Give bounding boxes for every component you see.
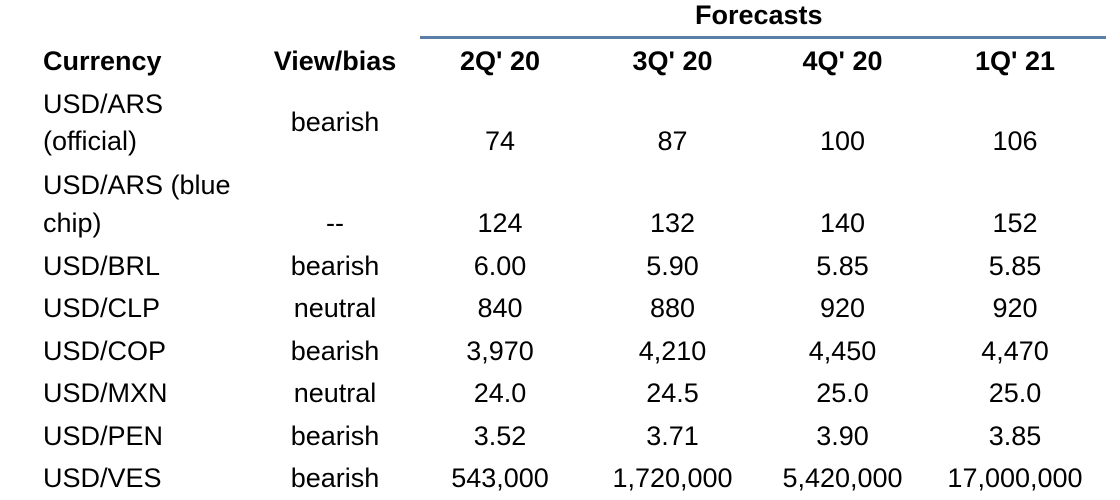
column-header-currency: Currency: [43, 46, 162, 76]
row-currency: USD/BRL: [43, 251, 161, 281]
row-value-4q20: 920: [819, 293, 866, 323]
row-value-4q20: 4,450: [808, 336, 877, 366]
row-bias: --: [326, 208, 344, 238]
column-header-view-bias: View/bias: [273, 46, 397, 76]
row-bias: bearish: [290, 336, 380, 366]
row-value-3q20: 1,720,000: [612, 463, 733, 493]
row-value-3q20: 4,210: [638, 336, 707, 366]
row-value-1q21: 25.0: [988, 378, 1042, 408]
row-value-4q20: 100: [819, 126, 866, 156]
row-currency: USD/CLP: [43, 293, 161, 323]
row-value-4q20: 3.90: [816, 421, 869, 451]
row-value-1q21: 3.85: [988, 421, 1042, 451]
row-currency-line1: USD/ARS (blue: [43, 170, 231, 200]
column-header-4q20: 4Q' 20: [802, 46, 883, 76]
row-value-4q20: 5,420,000: [782, 463, 903, 493]
row-value-1q21: 106: [992, 126, 1038, 156]
row-bias: bearish: [290, 463, 380, 493]
row-value-3q20: 5.90: [646, 251, 699, 281]
row-currency-line2: (official): [43, 126, 138, 156]
row-currency: USD/PEN: [43, 421, 164, 451]
row-currency: USD/COP: [43, 336, 167, 366]
row-value-1q21: 152: [992, 208, 1038, 238]
forecasts-header-rule: [420, 36, 1106, 39]
column-header-3q20: 3Q' 20: [632, 46, 713, 76]
row-value-3q20: 880: [649, 293, 696, 323]
row-value-3q20: 3.71: [646, 421, 699, 451]
row-bias: neutral: [293, 293, 377, 323]
row-currency: USD/MXN: [43, 378, 168, 408]
row-value-3q20: 24.5: [646, 378, 699, 408]
row-value-1q21: 5.85: [988, 251, 1042, 281]
row-value-2q20: 6.00: [473, 251, 527, 281]
row-value-2q20: 74: [484, 126, 516, 156]
row-currency: USD/VES: [43, 463, 162, 493]
row-value-1q21: 17,000,000: [947, 463, 1083, 493]
row-value-2q20: 543,000: [451, 463, 549, 493]
forecasts-group-header: Forecasts: [695, 0, 823, 30]
row-bias: bearish: [290, 251, 380, 281]
row-value-4q20: 5.85: [816, 251, 869, 281]
column-header-2q20: 2Q' 20: [460, 46, 540, 76]
row-currency-line1: USD/ARS: [43, 89, 164, 119]
row-value-1q21: 920: [992, 293, 1038, 323]
row-value-2q20: 3.52: [473, 421, 527, 451]
row-value-3q20: 87: [657, 126, 688, 156]
row-value-2q20: 3,970: [466, 336, 534, 366]
column-header-1q21: 1Q' 21: [975, 46, 1055, 76]
row-bias: neutral: [293, 378, 377, 408]
row-value-4q20: 140: [819, 208, 866, 238]
row-value-2q20: 124: [477, 208, 523, 238]
row-bias: bearish: [290, 421, 380, 451]
row-currency-line2: chip): [43, 208, 102, 238]
row-bias: bearish: [290, 107, 380, 137]
row-value-1q21: 4,470: [981, 336, 1049, 366]
row-value-4q20: 25.0: [816, 378, 869, 408]
row-value-3q20: 132: [649, 208, 696, 238]
row-value-2q20: 840: [477, 293, 523, 323]
row-value-2q20: 24.0: [473, 378, 527, 408]
